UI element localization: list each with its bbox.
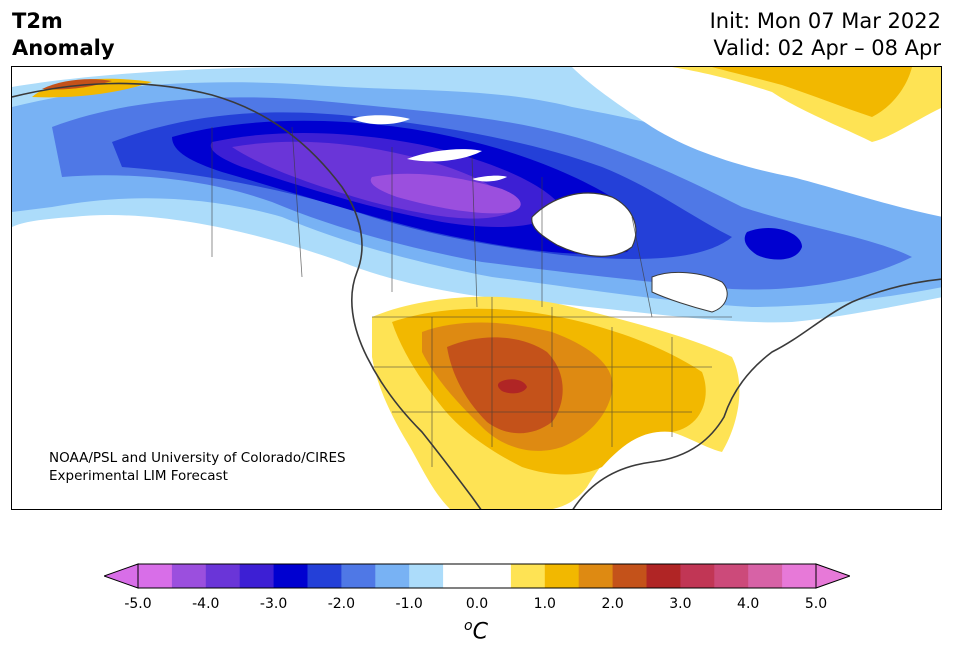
colorbar-segment bbox=[714, 564, 749, 588]
colorbar-segment bbox=[239, 564, 275, 588]
init-date: Init: Mon 07 Mar 2022 bbox=[709, 9, 941, 33]
warm-anomaly-core bbox=[497, 379, 527, 394]
state-borders bbox=[372, 297, 732, 467]
map-canvas bbox=[12, 67, 941, 509]
province-borders bbox=[211, 126, 653, 318]
colorbar-segment bbox=[205, 564, 241, 588]
warm-anomaly-greenland-2 bbox=[712, 67, 912, 117]
cold-anomaly-core bbox=[744, 227, 802, 260]
valid-range: Valid: 02 Apr – 08 Apr bbox=[713, 36, 941, 60]
colorbar-tick-labels: -5.0 -4.0 -3.0 -2.0 -1.0 0.0 1.0 2.0 3.0 4.0 5.0 bbox=[0, 596, 953, 616]
colorbar-segment bbox=[477, 564, 512, 588]
colorbar-segment bbox=[612, 564, 647, 588]
colorbar-segment bbox=[544, 564, 580, 588]
colorbar-segment bbox=[680, 564, 715, 588]
colorbar-segment bbox=[341, 564, 376, 588]
unit-degree: o bbox=[464, 618, 473, 634]
great-lakes bbox=[651, 272, 728, 313]
colorbar-segment bbox=[782, 564, 817, 588]
colorbar-tick-label: 0.0 bbox=[465, 596, 489, 612]
colorbar-tick-label: -1.0 bbox=[395, 596, 423, 612]
colorbar-segment bbox=[307, 564, 342, 588]
colorbar-tick-label: 1.0 bbox=[533, 596, 556, 612]
attribution: NOAA/PSL and University of Colorado/CIRE… bbox=[49, 449, 346, 485]
colorbar-tick-label: 2.0 bbox=[601, 596, 624, 612]
colorbar-segment bbox=[171, 564, 207, 588]
colorbar-segment bbox=[273, 564, 308, 588]
colorbar-segment bbox=[138, 564, 173, 588]
colorbar-segment bbox=[375, 564, 410, 588]
anomaly-map bbox=[11, 66, 942, 510]
title-line-2: Anomaly bbox=[12, 36, 115, 60]
colorbar-tick-label: 3.0 bbox=[669, 596, 692, 612]
credit-line-1: NOAA/PSL and University of Colorado/CIRE… bbox=[49, 450, 346, 466]
coastline bbox=[12, 82, 941, 509]
lake-1 bbox=[352, 115, 410, 125]
colorbar-segment bbox=[646, 564, 681, 588]
lake-4 bbox=[572, 220, 591, 248]
colorbar-unit: oC bbox=[464, 618, 488, 644]
colorbar-tick-label: -5.0 bbox=[124, 596, 152, 612]
colorbar-under-arrow bbox=[104, 563, 139, 589]
colorbar-segment bbox=[443, 564, 478, 588]
lake-3 bbox=[472, 175, 507, 182]
lake-2 bbox=[407, 149, 482, 162]
map-title: T2m Anomaly bbox=[12, 8, 115, 62]
colorbar-segment bbox=[510, 564, 546, 588]
colorbar-over-arrow bbox=[815, 563, 850, 589]
colorbar-tick-label: 4.0 bbox=[737, 596, 760, 612]
colorbar-segment bbox=[578, 564, 614, 588]
run-info: Init: Mon 07 Mar 2022 Valid: 02 Apr – 08… bbox=[710, 8, 941, 62]
colorbar-segments bbox=[138, 564, 817, 588]
unit-letter: C bbox=[472, 619, 488, 645]
colorbar-outline bbox=[137, 563, 817, 589]
colorbar-tick-label: -4.0 bbox=[192, 596, 220, 612]
colorbar-tick-label: -3.0 bbox=[259, 596, 288, 612]
colorbar-tick-label: -2.0 bbox=[327, 596, 356, 612]
colorbar-segment bbox=[409, 564, 444, 588]
colorbar-segment bbox=[748, 564, 783, 588]
colorbar-tick-label: 5.0 bbox=[804, 596, 828, 612]
colorbar bbox=[104, 563, 850, 589]
credit-line-2: Experimental LIM Forecast bbox=[49, 468, 228, 484]
title-line-1: T2m bbox=[12, 9, 63, 33]
cold-anomaly-7 bbox=[370, 173, 521, 214]
